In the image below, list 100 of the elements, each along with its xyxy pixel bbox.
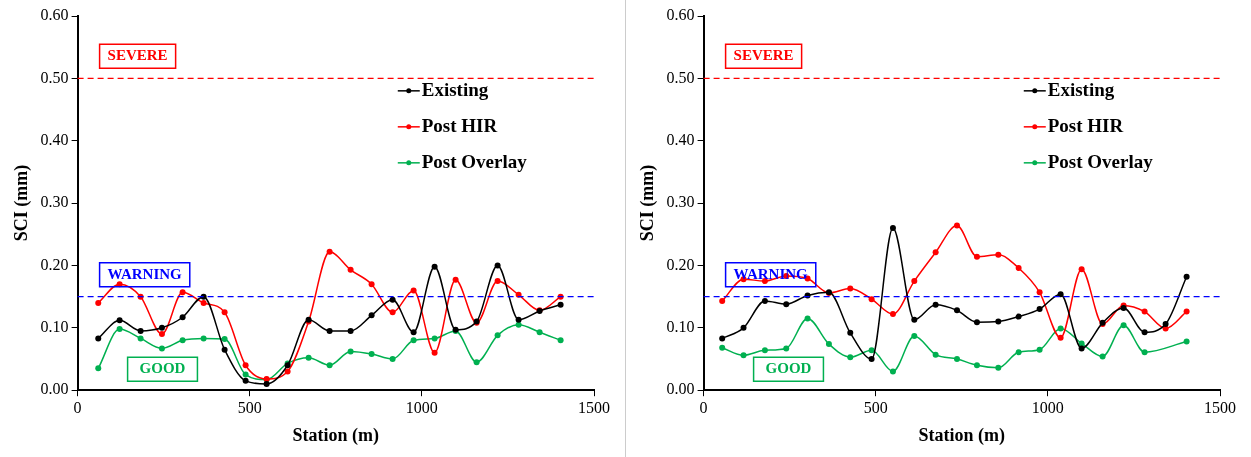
point bbox=[263, 380, 270, 387]
point bbox=[783, 345, 790, 352]
point bbox=[368, 312, 375, 319]
point bbox=[95, 335, 102, 342]
y-axis-title: SCI (mm) bbox=[637, 164, 659, 242]
point bbox=[200, 299, 207, 306]
point bbox=[932, 249, 939, 256]
point bbox=[410, 287, 417, 294]
point bbox=[347, 348, 354, 355]
x-axis-title: Station (m) bbox=[292, 424, 380, 446]
point bbox=[889, 311, 896, 318]
ref-line-label: WARNING bbox=[107, 265, 183, 282]
point bbox=[284, 368, 291, 375]
point bbox=[410, 337, 417, 344]
y-tick-label: 0.00 bbox=[666, 380, 695, 398]
point bbox=[116, 317, 123, 324]
point bbox=[995, 251, 1002, 258]
point bbox=[494, 278, 501, 285]
legend-label: Existing bbox=[421, 78, 489, 100]
point bbox=[847, 285, 854, 292]
point bbox=[452, 276, 459, 283]
point bbox=[536, 329, 543, 336]
y-tick-label: 0.30 bbox=[666, 193, 695, 211]
x-tick-label: 1000 bbox=[405, 399, 438, 416]
point bbox=[242, 377, 249, 384]
point bbox=[95, 365, 102, 372]
point bbox=[368, 281, 375, 288]
point bbox=[804, 315, 811, 322]
point bbox=[1183, 338, 1190, 345]
point bbox=[1141, 329, 1148, 336]
x-tick-label: 0 bbox=[699, 399, 708, 416]
point bbox=[137, 327, 144, 334]
point bbox=[1057, 334, 1064, 341]
point bbox=[515, 316, 522, 323]
point bbox=[242, 371, 249, 378]
legend-label: Post Overlay bbox=[421, 150, 528, 172]
point bbox=[326, 362, 333, 369]
point bbox=[1141, 349, 1148, 356]
point bbox=[1141, 308, 1148, 315]
point bbox=[911, 316, 918, 323]
point bbox=[1162, 321, 1169, 328]
point bbox=[868, 347, 875, 354]
point bbox=[740, 352, 747, 359]
y-tick-label: 0.40 bbox=[40, 130, 69, 148]
point bbox=[410, 329, 417, 336]
point bbox=[719, 344, 726, 351]
point bbox=[326, 327, 333, 334]
point bbox=[868, 296, 875, 303]
y-tick-label: 0.50 bbox=[666, 68, 695, 86]
annotation: GOOD bbox=[765, 360, 812, 377]
point bbox=[911, 278, 918, 285]
point bbox=[761, 298, 768, 305]
point bbox=[761, 347, 768, 354]
point bbox=[431, 335, 438, 342]
point bbox=[973, 319, 980, 326]
point bbox=[1057, 325, 1064, 332]
point bbox=[305, 354, 312, 361]
point bbox=[368, 351, 375, 358]
point bbox=[1120, 322, 1127, 329]
point bbox=[953, 222, 960, 229]
point bbox=[1078, 266, 1085, 273]
x-tick-label: 500 bbox=[863, 399, 888, 416]
y-tick-label: 0.10 bbox=[40, 318, 69, 336]
point bbox=[995, 364, 1002, 371]
x-tick-label: 500 bbox=[237, 399, 262, 416]
point bbox=[953, 356, 960, 363]
point bbox=[1078, 345, 1085, 352]
point bbox=[973, 253, 980, 260]
y-tick-label: 0.20 bbox=[40, 255, 69, 273]
point bbox=[326, 248, 333, 255]
point bbox=[1015, 264, 1022, 271]
point bbox=[179, 289, 186, 296]
point bbox=[1036, 306, 1043, 313]
point bbox=[389, 296, 396, 303]
point bbox=[431, 263, 438, 270]
point bbox=[1036, 289, 1043, 296]
ref-line-label: SEVERE bbox=[733, 47, 794, 64]
y-tick-label: 0.00 bbox=[40, 380, 69, 398]
point bbox=[932, 301, 939, 308]
point bbox=[221, 336, 228, 343]
point bbox=[889, 225, 896, 232]
point bbox=[973, 362, 980, 369]
point bbox=[911, 332, 918, 339]
y-tick-label: 0.30 bbox=[40, 193, 69, 211]
point bbox=[473, 359, 480, 366]
y-tick-label: 0.20 bbox=[666, 255, 695, 273]
x-tick-label: 1500 bbox=[578, 399, 610, 416]
y-axis-title: SCI (mm) bbox=[11, 164, 33, 242]
y-tick-label: 0.60 bbox=[666, 6, 695, 24]
point bbox=[889, 368, 896, 375]
x-tick-label: 1500 bbox=[1204, 399, 1236, 416]
point bbox=[347, 327, 354, 334]
point bbox=[1183, 308, 1190, 315]
point bbox=[179, 337, 186, 344]
point bbox=[494, 332, 501, 339]
point bbox=[1099, 353, 1106, 360]
y-tick-label: 0.60 bbox=[40, 6, 69, 24]
point bbox=[137, 335, 144, 342]
ref-line-label: SEVERE bbox=[107, 47, 168, 64]
point bbox=[783, 301, 790, 308]
